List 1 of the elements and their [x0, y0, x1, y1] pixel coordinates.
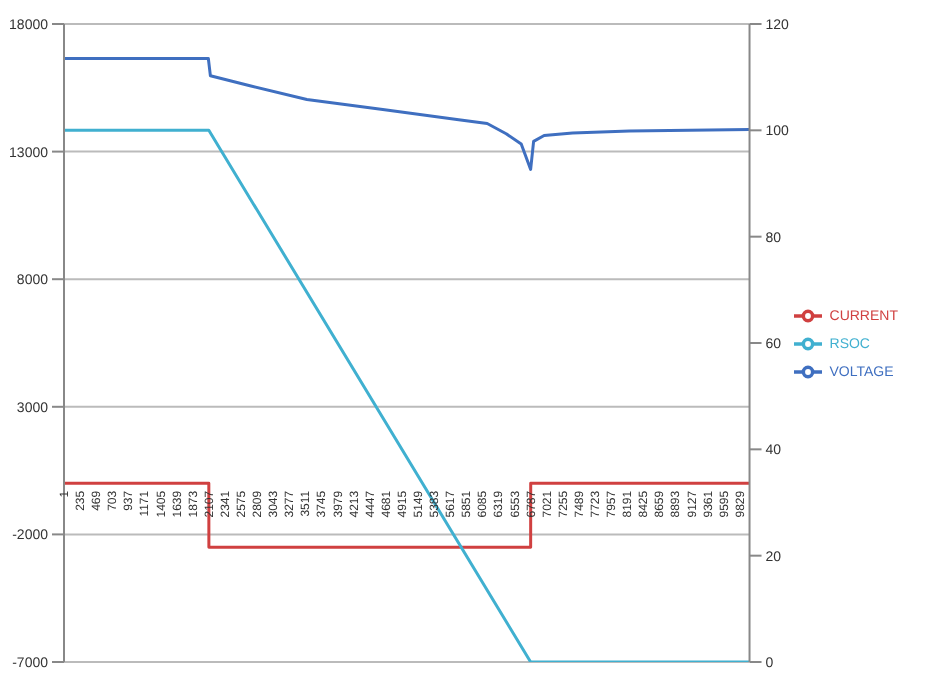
line-series	[64, 56, 750, 171]
